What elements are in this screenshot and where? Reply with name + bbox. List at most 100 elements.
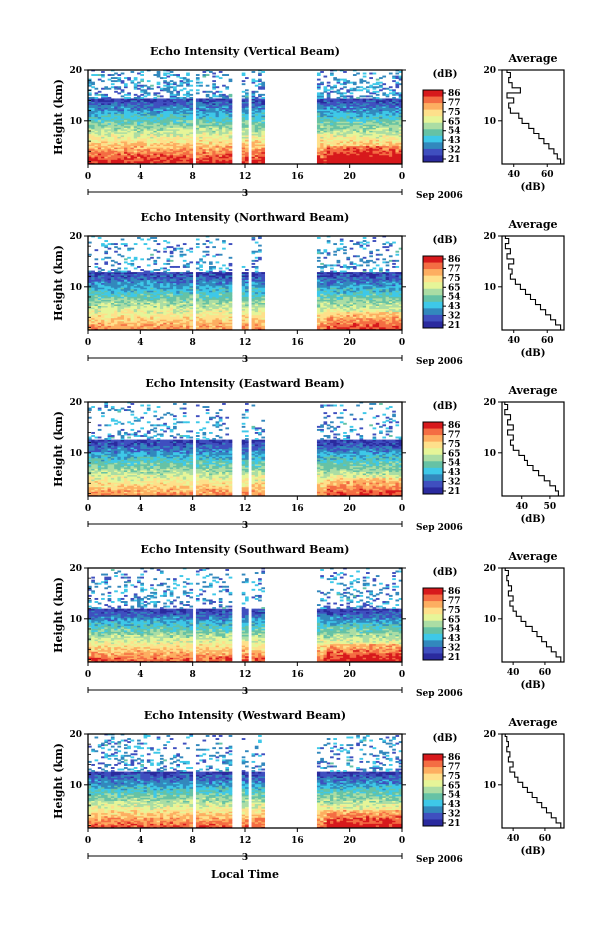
heatmap-cell bbox=[120, 127, 125, 130]
heatmap-cell bbox=[320, 113, 324, 116]
heatmap-cell bbox=[323, 153, 328, 156]
heatmap-cell bbox=[94, 144, 99, 147]
heatmap-cell bbox=[346, 142, 351, 145]
heatmap-cell bbox=[382, 142, 387, 145]
heatmap-cell bbox=[395, 86, 400, 89]
heatmap-cell bbox=[228, 135, 233, 137]
heatmap-cell bbox=[225, 103, 230, 105]
heatmap-cell bbox=[339, 148, 344, 151]
heatmap-cell bbox=[94, 304, 99, 307]
heatmap-cell bbox=[392, 142, 396, 145]
heatmap-cell bbox=[163, 74, 167, 76]
heatmap-cell bbox=[94, 136, 99, 139]
heatmap-cell bbox=[212, 87, 216, 90]
heatmap-cell bbox=[179, 115, 184, 118]
heatmap-cell bbox=[209, 147, 213, 150]
heatmap-cell bbox=[110, 99, 115, 102]
heatmap-cell bbox=[333, 124, 337, 127]
heatmap-cell bbox=[343, 135, 347, 137]
heatmap-cell bbox=[133, 145, 138, 148]
heatmap-cell bbox=[97, 127, 102, 130]
heatmap-cell bbox=[176, 147, 180, 150]
heatmap-cell bbox=[143, 104, 148, 107]
heatmap-cell bbox=[150, 127, 154, 130]
heatmap-cell bbox=[114, 310, 118, 313]
heatmap-cell bbox=[94, 128, 99, 131]
heatmap-cell bbox=[261, 130, 266, 133]
heatmap-cell bbox=[218, 110, 223, 113]
heatmap-cell bbox=[133, 299, 138, 302]
heatmap-cell bbox=[228, 95, 233, 98]
heatmap-cell bbox=[123, 77, 128, 80]
heatmap-cell bbox=[143, 139, 148, 142]
heatmap-cell bbox=[261, 160, 266, 163]
heatmap-cell bbox=[123, 314, 128, 317]
heatmap-cell bbox=[241, 153, 246, 156]
heatmap-cell bbox=[186, 107, 190, 110]
heatmap-cell bbox=[117, 323, 122, 326]
heatmap-cell bbox=[195, 139, 200, 142]
heatmap-cell bbox=[107, 133, 112, 136]
heatmap-cell bbox=[339, 104, 344, 107]
heatmap-cell bbox=[143, 118, 148, 121]
heatmap-cell bbox=[123, 243, 128, 246]
heatmap-cell bbox=[186, 116, 190, 119]
heatmap-cell bbox=[123, 159, 128, 162]
heatmap-cell bbox=[395, 139, 400, 142]
x-tick-label: 4 bbox=[137, 172, 143, 182]
heatmap-cell bbox=[222, 128, 226, 131]
heatmap-cell bbox=[104, 103, 109, 105]
heatmap-cell bbox=[186, 141, 190, 144]
heatmap-cell bbox=[336, 90, 341, 93]
heatmap-cell bbox=[123, 294, 128, 297]
heatmap-cell bbox=[385, 133, 390, 136]
heatmap-cell bbox=[362, 142, 367, 145]
heatmap-cell bbox=[163, 72, 167, 75]
heatmap-cell bbox=[209, 119, 213, 122]
heatmap-cell bbox=[91, 106, 95, 108]
colorbar-tick-label: 21 bbox=[448, 155, 461, 165]
heatmap-cell bbox=[222, 116, 226, 119]
heatmap-cell bbox=[114, 301, 118, 303]
heatmap-cell bbox=[356, 150, 360, 153]
heatmap-cell bbox=[218, 145, 223, 148]
heatmap-cell bbox=[398, 133, 403, 136]
heatmap-cell bbox=[169, 154, 174, 157]
heatmap-cell bbox=[123, 104, 128, 107]
heatmap-cell bbox=[150, 147, 154, 150]
heatmap-cell bbox=[114, 133, 118, 136]
heatmap-cell bbox=[228, 115, 233, 118]
heatmap-cell bbox=[195, 104, 200, 107]
heatmap-cell bbox=[388, 110, 393, 113]
heatmap-cell bbox=[163, 160, 167, 163]
heatmap-cell bbox=[339, 99, 344, 102]
heatmap-cell bbox=[228, 110, 233, 113]
heatmap-cell bbox=[140, 99, 144, 102]
heatmap-cell bbox=[182, 145, 187, 148]
heatmap-cell bbox=[379, 160, 383, 163]
heatmap-cell bbox=[88, 127, 92, 130]
heatmap-cell bbox=[369, 112, 373, 115]
heatmap-cell bbox=[385, 115, 390, 118]
heatmap-cell bbox=[104, 316, 109, 319]
heatmap-cell bbox=[182, 150, 187, 153]
heatmap-cell bbox=[107, 291, 112, 294]
heatmap-cell bbox=[114, 269, 118, 271]
heatmap-cell bbox=[385, 122, 390, 125]
heatmap-cell bbox=[107, 107, 112, 110]
heatmap-cell bbox=[94, 145, 99, 148]
heatmap-cell bbox=[91, 317, 95, 320]
heatmap-cell bbox=[343, 159, 347, 162]
heatmap-cell bbox=[245, 144, 249, 147]
heatmap-cell bbox=[336, 101, 341, 104]
heatmap-cell bbox=[88, 281, 92, 284]
heatmap-cell bbox=[101, 278, 105, 281]
heatmap-cell bbox=[388, 133, 393, 136]
heatmap-cell bbox=[254, 144, 259, 147]
heatmap-cell bbox=[130, 80, 135, 83]
heatmap-cell bbox=[166, 83, 171, 86]
heatmap-cell bbox=[130, 259, 135, 262]
heatmap-cell bbox=[398, 77, 403, 80]
heatmap-cell bbox=[395, 157, 400, 160]
heatmap-cell bbox=[140, 154, 144, 157]
